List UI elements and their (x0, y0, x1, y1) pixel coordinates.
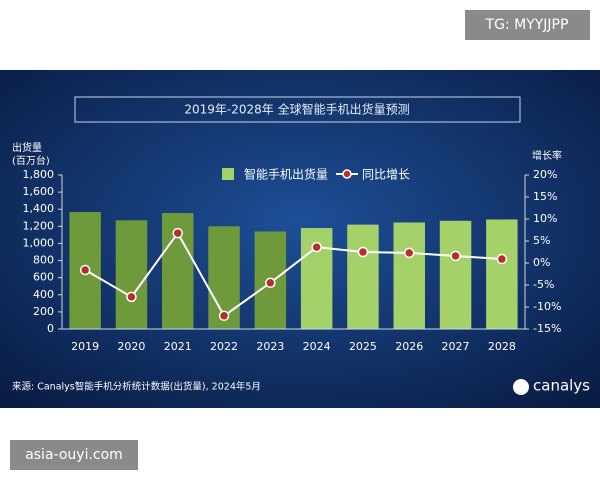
y-tick-label: 0 (47, 322, 54, 335)
watermark-top: TG: MYYJJPP (485, 17, 569, 33)
title-box (74, 96, 521, 123)
y-axis-label: 出货量 (12, 141, 42, 154)
line-point (404, 247, 415, 259)
y-tick-label: 600 (33, 271, 54, 284)
line-point (265, 277, 276, 289)
bar (347, 224, 379, 329)
legend-swatch (342, 169, 352, 179)
y2-tick-label: -10% (533, 300, 561, 313)
y2-tick-label: 15% (533, 190, 557, 203)
line-point (126, 291, 137, 303)
x-tick-label: 2021 (164, 340, 192, 353)
line-point (79, 264, 91, 276)
y-tick-label: 800 (33, 254, 54, 267)
y2-tick-label: -5% (533, 278, 554, 291)
line (84, 231, 502, 318)
x-tick-label: 2026 (395, 340, 423, 353)
line-point (218, 310, 230, 322)
y-tick-label: 1,400 (23, 202, 55, 215)
watermark-box (10, 440, 138, 470)
x-tick-label: 2024 (303, 340, 331, 353)
y-tick-label: 1,600 (23, 185, 55, 198)
x-tick-label: 2019 (71, 340, 99, 353)
legend-label: 同比增长 (362, 168, 410, 182)
y2-tick-label: 10% (533, 212, 557, 225)
y2-tick-label: 20% (533, 168, 557, 181)
x-tick-label: 2020 (117, 340, 145, 353)
line-point (172, 227, 183, 239)
y-axis-label: (百万台) (12, 154, 50, 167)
watermark-bottom: asia-ouyi.com (25, 447, 123, 463)
x-tick-label: 2028 (488, 340, 516, 353)
y-tick-label: 1,000 (23, 236, 55, 249)
bar (115, 220, 148, 329)
bar (486, 219, 518, 329)
y-tick-label: 200 (33, 305, 54, 318)
logo-icon (513, 379, 529, 395)
line-point (311, 241, 322, 253)
x-tick-label: 2025 (349, 340, 377, 353)
watermark-box (465, 10, 590, 40)
y2-tick-label: 5% (533, 234, 550, 247)
bar (439, 220, 472, 329)
line-point (450, 250, 461, 262)
x-tick-label: 2023 (256, 340, 284, 353)
bar (393, 222, 425, 329)
y2-tick-label: -15% (533, 322, 561, 335)
line-point (496, 253, 508, 265)
y-tick-label: 1,200 (23, 219, 55, 232)
x-tick-label: 2027 (442, 340, 470, 353)
y-tick-label: 400 (33, 288, 54, 301)
y2-axis-label: 增长率 (532, 149, 562, 162)
chart-title: 2019年-2028年 全球智能手机出货量预测 (184, 102, 409, 117)
legend-label: 智能手机出货量 (244, 167, 328, 182)
line-point (357, 246, 369, 258)
source: 来源: Canalys智能手机分析统计数据(出货量), 2024年5月 (12, 381, 261, 393)
y2-tick-label: 0% (533, 256, 550, 269)
logo: canalys (533, 377, 590, 395)
legend-swatch (222, 168, 234, 180)
x-tick-label: 2022 (210, 340, 238, 353)
y-tick-label: 1,800 (23, 168, 55, 181)
